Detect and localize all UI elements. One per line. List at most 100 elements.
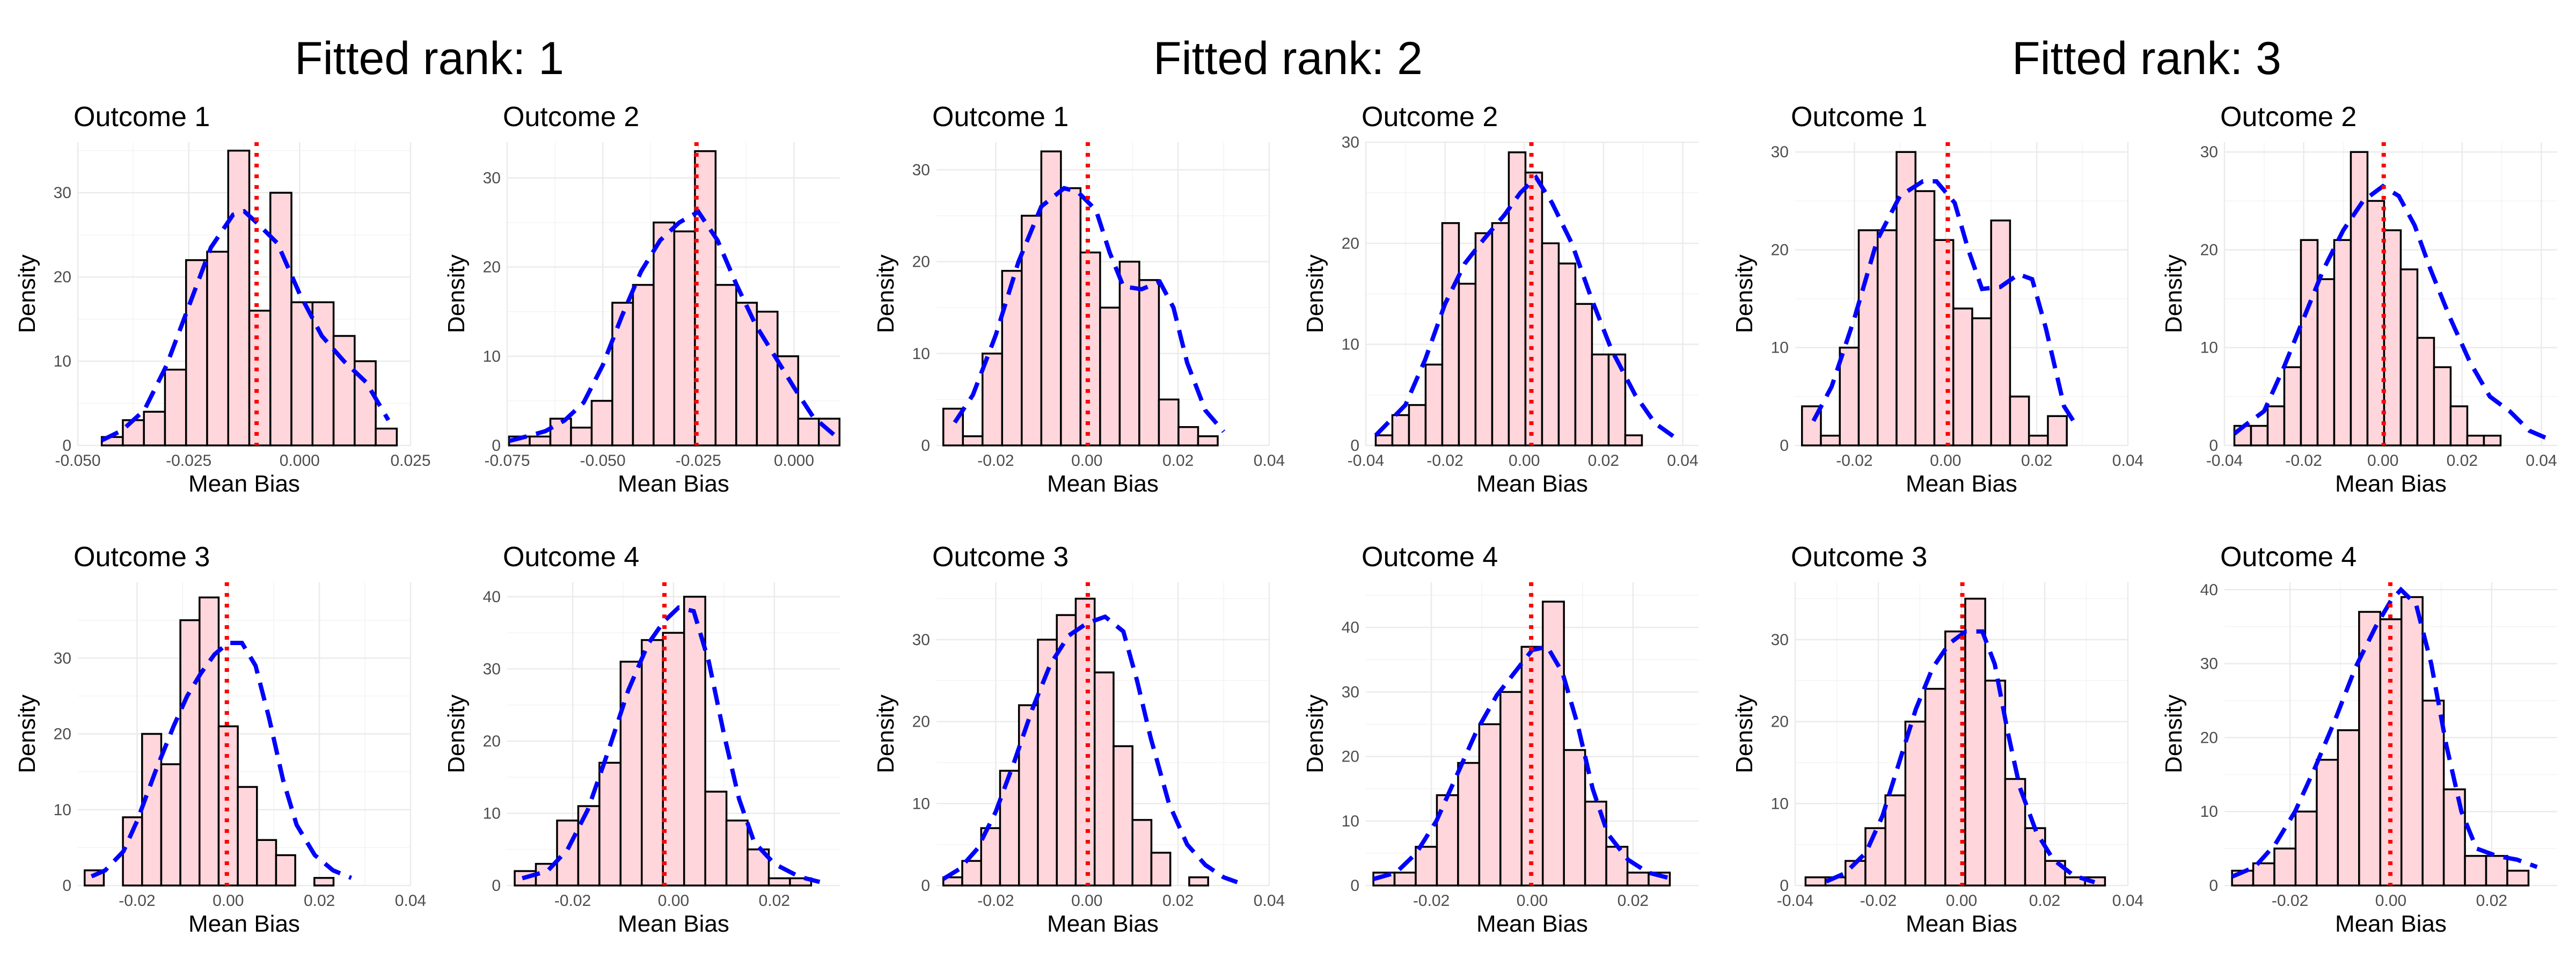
- x-tick-label: -0.025: [676, 452, 721, 470]
- histogram-bar: [735, 302, 758, 447]
- histogram-bar: [206, 251, 229, 447]
- x-axis-label: Mean Bias: [1047, 911, 1159, 937]
- histogram-bar: [1188, 876, 1209, 887]
- histogram-bars: [1801, 151, 2068, 447]
- histogram-bar: [1896, 151, 1916, 447]
- y-axis-label: Density: [14, 694, 40, 773]
- histogram-bar: [1557, 262, 1577, 447]
- panel-title: Outcome 4: [1362, 541, 1498, 573]
- histogram-bar: [1964, 597, 1986, 887]
- histogram-bar: [1507, 151, 1527, 447]
- histogram-bar: [611, 302, 634, 447]
- panel-title: Outcome 3: [74, 541, 210, 573]
- y-axis-label: Density: [1731, 694, 1758, 773]
- histogram-bar: [1074, 597, 1096, 887]
- x-tick-label: 0.04: [2526, 452, 2557, 470]
- x-tick-label: 0.00: [1071, 452, 1102, 470]
- x-tick-label: 0.00: [658, 892, 689, 910]
- y-tick-label: 20: [1771, 713, 1789, 731]
- histogram-bar: [1118, 260, 1140, 447]
- histogram-bar: [2047, 415, 2068, 447]
- x-tick-label: -0.04: [1348, 452, 1384, 470]
- histogram-bar: [1099, 306, 1121, 447]
- histogram-bar: [1499, 691, 1523, 887]
- x-axis-label: Mean Bias: [188, 911, 300, 937]
- histogram-bar: [1591, 353, 1610, 447]
- y-tick-label: 20: [1771, 241, 1789, 259]
- y-tick-label: 0: [62, 437, 71, 455]
- histogram-bar: [143, 411, 166, 447]
- histogram-bar: [290, 301, 314, 447]
- histogram-bar: [248, 310, 272, 447]
- histogram-bar: [1158, 398, 1180, 447]
- histogram-bar: [2350, 151, 2369, 447]
- histogram-bar: [1857, 229, 1879, 447]
- y-tick-label: 10: [912, 345, 930, 363]
- histogram-bars: [2233, 151, 2502, 447]
- y-tick-label: 30: [1342, 134, 1359, 151]
- y-tick-label: 0: [492, 877, 501, 895]
- x-tick-label: -0.050: [55, 452, 100, 470]
- histogram-bar: [1563, 749, 1586, 887]
- x-tick-label: 0.02: [759, 892, 790, 910]
- y-tick-label: 30: [1771, 631, 1789, 649]
- density-curve: [2231, 587, 2538, 879]
- y-axis-label: Density: [873, 694, 899, 773]
- x-tick-label: 0.02: [2021, 452, 2052, 470]
- x-axis-label: Mean Bias: [1476, 911, 1588, 937]
- x-tick-label: 0.00: [1517, 892, 1548, 910]
- y-axis-label: Density: [1302, 254, 1328, 333]
- x-axis-label: Mean Bias: [618, 471, 729, 497]
- y-tick-label: 20: [1342, 748, 1359, 766]
- x-tick-label: -0.02: [977, 452, 1014, 470]
- histogram-bar: [2337, 729, 2360, 887]
- y-tick-label: 0: [2209, 437, 2218, 455]
- histogram-bar: [1541, 601, 1565, 887]
- histogram-bar: [313, 877, 335, 887]
- y-tick-label: 30: [2200, 143, 2218, 161]
- histogram-bar: [1138, 279, 1160, 447]
- histogram-bar: [1624, 434, 1643, 447]
- histogram-bar: [1040, 150, 1062, 447]
- x-axis-label: Mean Bias: [1476, 471, 1588, 497]
- y-tick-label: 0: [62, 877, 71, 895]
- histogram-bar: [1177, 426, 1199, 447]
- histogram-bar: [598, 762, 622, 887]
- x-tick-label: 0.00: [2375, 892, 2406, 910]
- histogram-bar: [2449, 405, 2469, 447]
- histogram-bar: [2416, 336, 2435, 447]
- x-tick-label: 0.04: [2112, 892, 2143, 910]
- y-tick-label: 10: [54, 353, 71, 370]
- major-grid: [1794, 582, 2129, 887]
- x-axis-label: Mean Bias: [188, 471, 300, 497]
- density-curve: [1811, 179, 2080, 429]
- histogram-panel: -0.050 -0.025 0.000 0.025 0 10 20 30 Outcome 1 Me…: [14, 101, 431, 497]
- histogram-bar: [2009, 396, 2030, 447]
- histogram-bar: [2250, 425, 2269, 447]
- histogram-bar: [694, 150, 717, 447]
- y-tick-label: 20: [912, 253, 930, 271]
- density-curve: [100, 209, 391, 443]
- x-tick-label: -0.02: [1413, 892, 1450, 910]
- x-tick-label: 0.00: [1071, 892, 1102, 910]
- x-tick-label: 0.00: [1930, 452, 1961, 470]
- histogram-bar: [227, 149, 251, 447]
- histogram-bar: [590, 400, 613, 447]
- histogram-bar: [1093, 671, 1115, 887]
- y-axis-label: Density: [2161, 254, 2187, 333]
- histogram-bar: [570, 427, 593, 447]
- histogram-bar: [1436, 794, 1459, 887]
- histogram-bar: [1820, 435, 1841, 447]
- group-title-rank-2: Fitted rank: 2: [1153, 33, 1423, 84]
- histogram-bar: [2421, 699, 2445, 887]
- y-tick-label: 30: [2200, 655, 2218, 673]
- histogram-bar: [2300, 239, 2319, 447]
- histogram-bar: [199, 596, 220, 887]
- histogram-bar: [141, 733, 163, 887]
- histogram-bar: [2399, 268, 2419, 447]
- x-tick-label: -0.02: [554, 892, 591, 910]
- density-curve: [953, 186, 1226, 433]
